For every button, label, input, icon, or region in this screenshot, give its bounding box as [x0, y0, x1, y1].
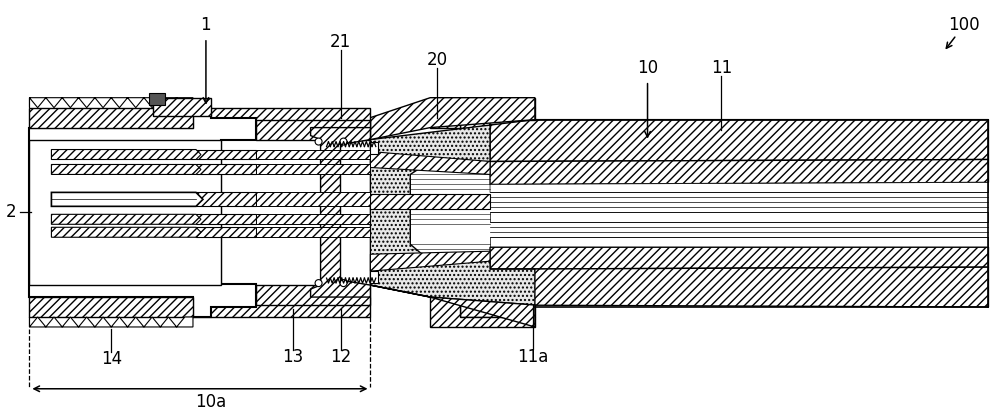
Polygon shape [196, 150, 256, 159]
Polygon shape [370, 251, 490, 271]
Polygon shape [370, 285, 535, 327]
Polygon shape [370, 120, 535, 305]
Polygon shape [196, 192, 256, 206]
Polygon shape [29, 108, 193, 128]
Polygon shape [256, 214, 370, 224]
Polygon shape [490, 159, 988, 185]
Polygon shape [29, 108, 256, 317]
Polygon shape [29, 297, 193, 317]
Polygon shape [256, 120, 370, 140]
Polygon shape [490, 267, 988, 307]
Circle shape [315, 280, 322, 287]
Polygon shape [29, 317, 193, 327]
Text: 10a: 10a [195, 393, 227, 411]
Polygon shape [256, 192, 370, 206]
Polygon shape [51, 214, 201, 224]
Text: 1: 1 [201, 16, 211, 34]
Polygon shape [490, 212, 988, 222]
Bar [149, 93, 165, 104]
Polygon shape [256, 227, 370, 237]
Bar [29, 140, 221, 285]
Polygon shape [256, 150, 370, 159]
Bar [153, 98, 211, 116]
Polygon shape [460, 297, 535, 317]
Text: 2: 2 [6, 203, 17, 221]
Circle shape [340, 138, 347, 145]
Polygon shape [256, 164, 370, 174]
Polygon shape [370, 152, 490, 174]
Polygon shape [196, 227, 256, 237]
Circle shape [340, 280, 347, 287]
Polygon shape [460, 108, 535, 128]
Text: 100: 100 [948, 16, 979, 34]
Text: 21: 21 [330, 33, 351, 51]
Polygon shape [29, 98, 193, 108]
Text: 14: 14 [101, 350, 122, 368]
Polygon shape [196, 164, 256, 174]
Polygon shape [51, 192, 203, 206]
Text: 13: 13 [282, 348, 303, 366]
Polygon shape [191, 297, 370, 317]
Polygon shape [370, 98, 535, 140]
Text: 12: 12 [330, 348, 351, 366]
Bar [370, 142, 378, 154]
Polygon shape [51, 150, 201, 159]
Polygon shape [256, 285, 370, 305]
Polygon shape [51, 227, 201, 237]
Text: 11: 11 [711, 59, 732, 77]
Circle shape [315, 138, 322, 145]
Polygon shape [490, 247, 988, 269]
Polygon shape [191, 108, 370, 128]
Text: 20: 20 [427, 51, 448, 69]
Polygon shape [311, 128, 370, 297]
Polygon shape [490, 120, 988, 161]
Text: 11a: 11a [517, 348, 549, 366]
Polygon shape [490, 237, 988, 247]
Bar [370, 271, 378, 283]
Polygon shape [490, 183, 988, 192]
Polygon shape [51, 164, 201, 174]
Polygon shape [196, 214, 256, 224]
Polygon shape [370, 195, 490, 209]
Polygon shape [430, 98, 535, 128]
Text: 10: 10 [637, 59, 658, 77]
Polygon shape [430, 297, 535, 327]
